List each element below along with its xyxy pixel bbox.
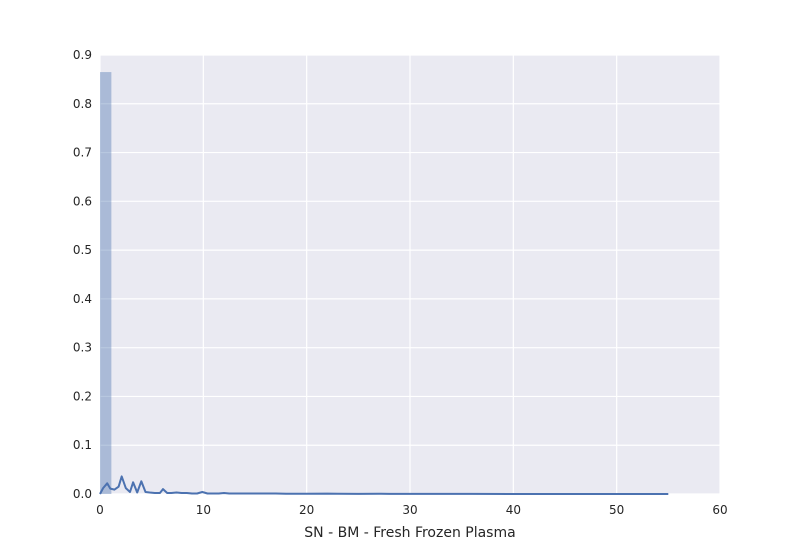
y-tick-label: 0.6 [73, 194, 92, 208]
y-tick-label: 0.3 [73, 341, 92, 355]
y-tick-label: 0.8 [73, 97, 92, 111]
x-tick-label: 0 [96, 503, 104, 517]
x-tick-label: 30 [402, 503, 417, 517]
x-axis-ticks: 0 10 20 30 40 50 60 [96, 503, 727, 517]
y-axis-ticks: 0.0 0.1 0.2 0.3 0.4 0.5 0.6 0.7 0.8 0.9 [73, 48, 92, 501]
x-tick-label: 40 [506, 503, 521, 517]
y-tick-label: 0.4 [73, 292, 92, 306]
x-tick-label: 60 [712, 503, 727, 517]
grid-lines [99, 54, 721, 495]
y-tick-label: 0.5 [73, 243, 92, 257]
y-tick-label: 0.9 [73, 48, 92, 62]
x-tick-label: 10 [196, 503, 211, 517]
histogram-bar [100, 72, 112, 495]
y-tick-label: 0.1 [73, 438, 92, 452]
x-tick-label: 50 [609, 503, 624, 517]
y-tick-label: 0.7 [73, 146, 92, 160]
x-tick-label: 20 [299, 503, 314, 517]
y-tick-label: 0.2 [73, 389, 92, 403]
kde-line [99, 475, 669, 495]
histogram-bars [100, 72, 112, 495]
y-tick-label: 0.0 [73, 487, 92, 501]
x-axis-label: SN - BM - Fresh Frozen Plasma [304, 525, 515, 541]
